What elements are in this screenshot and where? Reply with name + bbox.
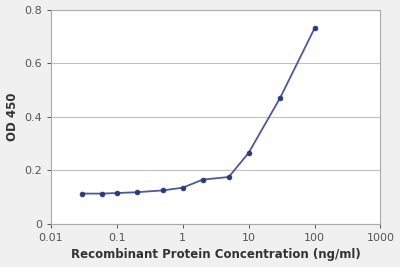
- X-axis label: Recombinant Protein Concentration (ng/ml): Recombinant Protein Concentration (ng/ml…: [71, 249, 360, 261]
- Y-axis label: OD 450: OD 450: [6, 92, 18, 141]
